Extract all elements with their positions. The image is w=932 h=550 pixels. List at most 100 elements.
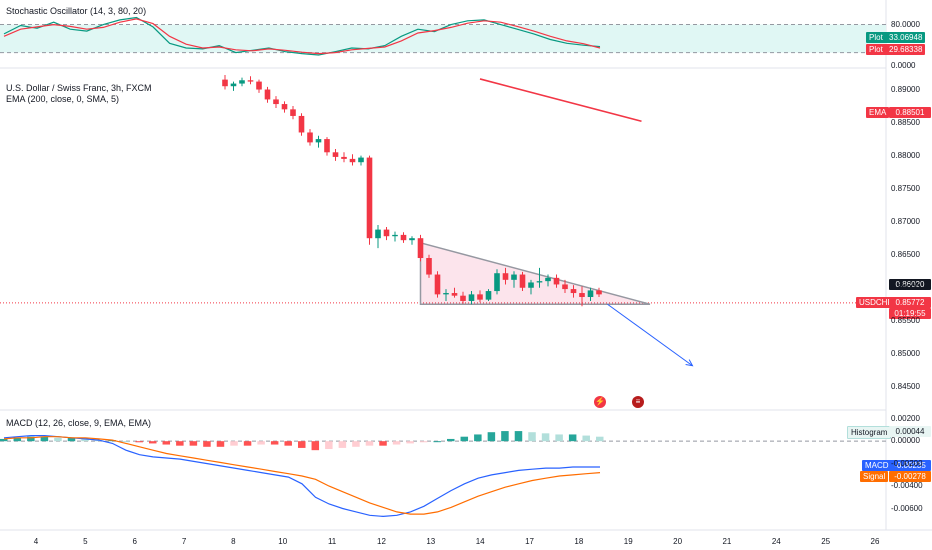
us-flag-icon[interactable]: ≡	[632, 396, 644, 408]
histogram-bar	[419, 441, 428, 443]
candle-body	[502, 273, 509, 280]
main-chart-title: U.S. Dollar / Swiss Franc, 3h, FXCM	[6, 83, 152, 93]
stoch-plot-name: Plot	[869, 33, 883, 42]
candle-body	[298, 115, 305, 133]
histogram-bar	[298, 441, 306, 448]
candle-body	[332, 152, 339, 157]
histogram-bar	[568, 434, 577, 442]
histogram-bar	[0, 438, 8, 442]
histogram-bar	[582, 435, 590, 442]
stoch-tick-label: 0.0000	[891, 61, 916, 70]
histogram-value: 0.00044	[889, 426, 931, 437]
histogram-bar	[284, 441, 292, 446]
candle-body	[256, 81, 262, 90]
candle-body	[358, 157, 364, 163]
time-tick-label: 13	[426, 537, 436, 546]
candle-body	[290, 109, 296, 116]
candle-body	[417, 238, 424, 259]
ema-price-box: 0.88501	[889, 107, 931, 118]
histogram-bar	[243, 441, 252, 446]
time-tick-label: 6	[132, 537, 137, 546]
candle-body	[341, 156, 347, 159]
candle-body	[375, 229, 381, 239]
histogram-bar	[392, 441, 401, 445]
histogram-bar	[135, 441, 143, 443]
histogram-bar	[13, 437, 22, 442]
price-tick-label: 0.89000	[891, 84, 920, 94]
candle-body	[494, 273, 500, 292]
histogram-bar	[189, 441, 198, 446]
candle-body	[434, 274, 441, 295]
candle-body	[460, 295, 466, 301]
histogram-bar	[501, 431, 509, 442]
time-tick-label: 18	[574, 537, 584, 546]
histogram-bar	[338, 441, 347, 448]
candle-body	[570, 289, 577, 294]
candle-body	[528, 282, 534, 288]
histogram-bar	[487, 432, 496, 442]
histogram-bar	[203, 441, 211, 447]
histogram-bar	[311, 441, 320, 451]
macd-tick-label: 0.00000	[891, 436, 920, 446]
histogram-bar	[352, 441, 360, 447]
countdown-box: 01:19:55	[889, 308, 931, 319]
histogram-bar	[216, 441, 225, 447]
candle-body	[553, 277, 560, 285]
histogram-bar	[596, 436, 604, 442]
last-price-box: 0.85772	[889, 297, 931, 308]
macd-line	[3, 435, 600, 518]
signal-tag: Signal	[860, 471, 889, 482]
candle-body	[443, 293, 449, 295]
candle-body	[349, 158, 356, 163]
stoch-tick-label: 80.0000	[891, 19, 920, 29]
price-tick-label: 0.86500	[891, 249, 920, 259]
candle-body	[485, 291, 492, 300]
candle-body	[468, 294, 475, 301]
candle-body	[366, 157, 373, 239]
histogram-bar	[541, 433, 550, 442]
time-tick-label: 25	[821, 537, 831, 546]
macd-tick-label: -0.00400	[891, 481, 923, 491]
histogram-bar	[406, 441, 414, 444]
histogram-bar	[555, 434, 563, 442]
candle-body	[315, 139, 322, 143]
candle-body	[273, 99, 279, 105]
candle-body	[451, 293, 458, 296]
price-tick-label: 0.85000	[891, 348, 920, 358]
histogram-bar	[270, 441, 279, 445]
histogram-bar	[514, 431, 523, 442]
time-tick-label: 11	[327, 537, 337, 546]
histogram-bar	[528, 432, 536, 442]
histogram-bar	[121, 441, 130, 443]
histogram-bar	[54, 437, 62, 442]
candle-body	[392, 234, 398, 237]
time-tick-label: 12	[377, 537, 386, 546]
histogram-bar	[474, 434, 482, 442]
macd-tick-label: -0.00200	[891, 458, 923, 468]
histogram-bar	[460, 436, 469, 442]
candle-body	[409, 238, 415, 241]
price-tick-label: 0.87000	[891, 216, 920, 226]
histogram-bar	[149, 441, 157, 444]
candle-body	[324, 139, 330, 153]
candle-body	[281, 104, 288, 110]
time-tick-label: 4	[33, 537, 39, 546]
histogram-tag: Histogram	[847, 426, 892, 439]
histogram-bar	[257, 441, 265, 445]
lightning-icon[interactable]: ⚡	[594, 396, 606, 408]
candle-body	[222, 79, 228, 87]
candle-body	[400, 234, 407, 241]
projection-arrow-line	[607, 303, 693, 367]
macd-tick-label: 0.00200	[891, 413, 920, 423]
histogram-bar	[325, 441, 333, 450]
candle-body	[477, 294, 483, 300]
candle-body	[247, 80, 254, 82]
stoch-plot-tag: Plot 33.06948	[866, 32, 926, 43]
candle-body	[579, 293, 585, 298]
histogram-bar	[379, 441, 387, 446]
macd-name: MACD	[865, 461, 889, 470]
candle-body	[587, 290, 594, 298]
histogram-bar	[27, 436, 35, 442]
ema-indicator-title: EMA (200, close, 0, SMA, 5)	[6, 94, 120, 104]
